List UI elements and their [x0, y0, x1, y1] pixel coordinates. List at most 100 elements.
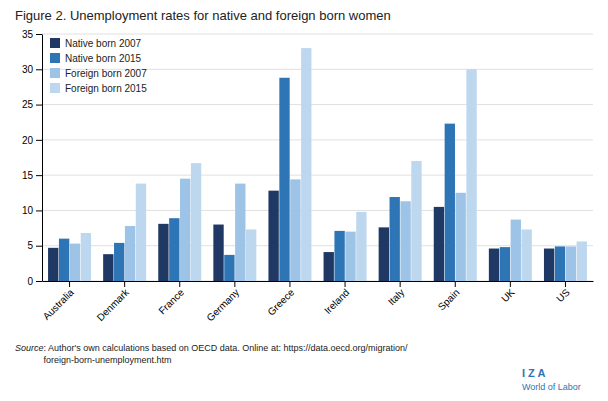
grid-line [42, 245, 593, 246]
source: Source: Author's own calculations based … [15, 343, 408, 353]
bar [268, 191, 278, 281]
x-tick-mark [289, 281, 290, 287]
x-tick-label: Australia [41, 286, 77, 322]
x-tick-label: Italy [386, 287, 407, 308]
grid-line [42, 175, 593, 176]
y-tick-label: 5 [27, 240, 33, 251]
x-tick-label: Ireland [322, 287, 351, 316]
y-tick: 5 [27, 240, 42, 251]
x-tick: Ireland [322, 281, 351, 316]
y-tick-mark [36, 246, 42, 247]
y-tick: 25 [22, 99, 42, 110]
bar [279, 78, 289, 281]
legend-label: Native born 2007 [65, 38, 142, 49]
brand: I Z A [522, 367, 545, 379]
source-text: foreign-born-unemployment.htm [44, 355, 172, 365]
bar [59, 239, 69, 281]
bar [191, 163, 201, 281]
x-tick-label: Spain [436, 287, 462, 313]
grid [42, 34, 593, 281]
bar [466, 69, 476, 281]
bars [48, 48, 587, 281]
x-tick-label: Germany [204, 287, 241, 324]
bar [158, 224, 168, 281]
bar-series [59, 78, 565, 281]
bar [356, 212, 366, 281]
bar [114, 243, 124, 281]
legend: Native born 2007 Native born 2015 Foreign … [50, 38, 147, 94]
y-tick-mark [36, 210, 42, 211]
y-tick: 15 [22, 170, 42, 181]
bar [400, 201, 410, 281]
legend-swatch [50, 53, 60, 63]
y-tick: 30 [22, 64, 42, 75]
bar [511, 220, 521, 281]
y-axis-line [42, 35, 43, 282]
bar [246, 229, 256, 281]
x-tick-label: US [554, 286, 572, 304]
x-tick-mark [510, 281, 511, 287]
y-tick-label: 30 [22, 64, 34, 75]
x-tick-mark [455, 281, 456, 287]
x-tick-label: Greece [265, 286, 296, 317]
legend-swatch [50, 68, 60, 78]
x-tick: France [156, 281, 186, 316]
bar [169, 218, 179, 281]
bar [48, 248, 58, 281]
source-label: Source [15, 343, 44, 353]
y-tick-mark [36, 105, 42, 106]
x-tick: Denmark [95, 281, 132, 323]
legend-item: Foreign born 2007 [50, 68, 147, 79]
bar-series [81, 48, 587, 281]
x-tick: US [554, 281, 572, 304]
x-tick: Australia [41, 281, 77, 322]
bar [577, 241, 587, 281]
x-tick-mark [234, 281, 235, 287]
bar [345, 232, 355, 281]
legend-item: Foreign born 2015 [50, 83, 147, 94]
x-tick-mark [179, 281, 180, 287]
legend-label: Foreign born 2015 [65, 83, 147, 94]
y-tick-mark [36, 281, 42, 282]
x-tick-mark [565, 281, 566, 287]
bar [290, 179, 300, 281]
bar [125, 226, 135, 281]
chart: Figure 2. Unemployment rates for native … [0, 0, 608, 401]
bar [544, 249, 554, 281]
y-tick-mark [36, 175, 42, 176]
bar [445, 124, 455, 281]
x-tick-label: UK [499, 286, 517, 304]
y-tick-label: 25 [22, 99, 34, 110]
x-axis: Australia Denmark France Germany Greece Irela… [41, 281, 594, 324]
bar [70, 244, 80, 281]
bar [390, 197, 400, 281]
x-tick: UK [499, 281, 517, 304]
y-tick: 35 [22, 29, 42, 40]
y-tick: 20 [22, 135, 42, 146]
y-tick-label: 15 [22, 170, 34, 181]
y-tick-label: 10 [22, 205, 34, 216]
x-tick-mark [345, 281, 346, 287]
x-tick-mark [69, 281, 70, 287]
grid-line [42, 34, 593, 35]
bar [235, 184, 245, 281]
legend-item: Native born 2015 [50, 53, 142, 64]
x-tick-mark [124, 281, 125, 287]
legend-swatch [50, 38, 60, 48]
bar [522, 229, 532, 281]
legend-swatch [50, 83, 60, 93]
grid-line [42, 104, 593, 105]
bar [500, 247, 510, 281]
x-tick-label: Denmark [95, 286, 132, 323]
x-tick-mark [400, 281, 401, 287]
bar [224, 255, 234, 281]
brand-sub: World of Labor [522, 382, 581, 392]
y-tick-label: 20 [22, 135, 34, 146]
bar [81, 233, 91, 281]
y-tick-label: 0 [27, 276, 33, 287]
bar [180, 179, 190, 281]
bar [103, 254, 113, 281]
y-tick: 0 [27, 276, 42, 287]
bar [213, 225, 223, 281]
plot: 0 5 10 15 20 25 30 35 Australia Denmark France Germ… [22, 29, 594, 324]
